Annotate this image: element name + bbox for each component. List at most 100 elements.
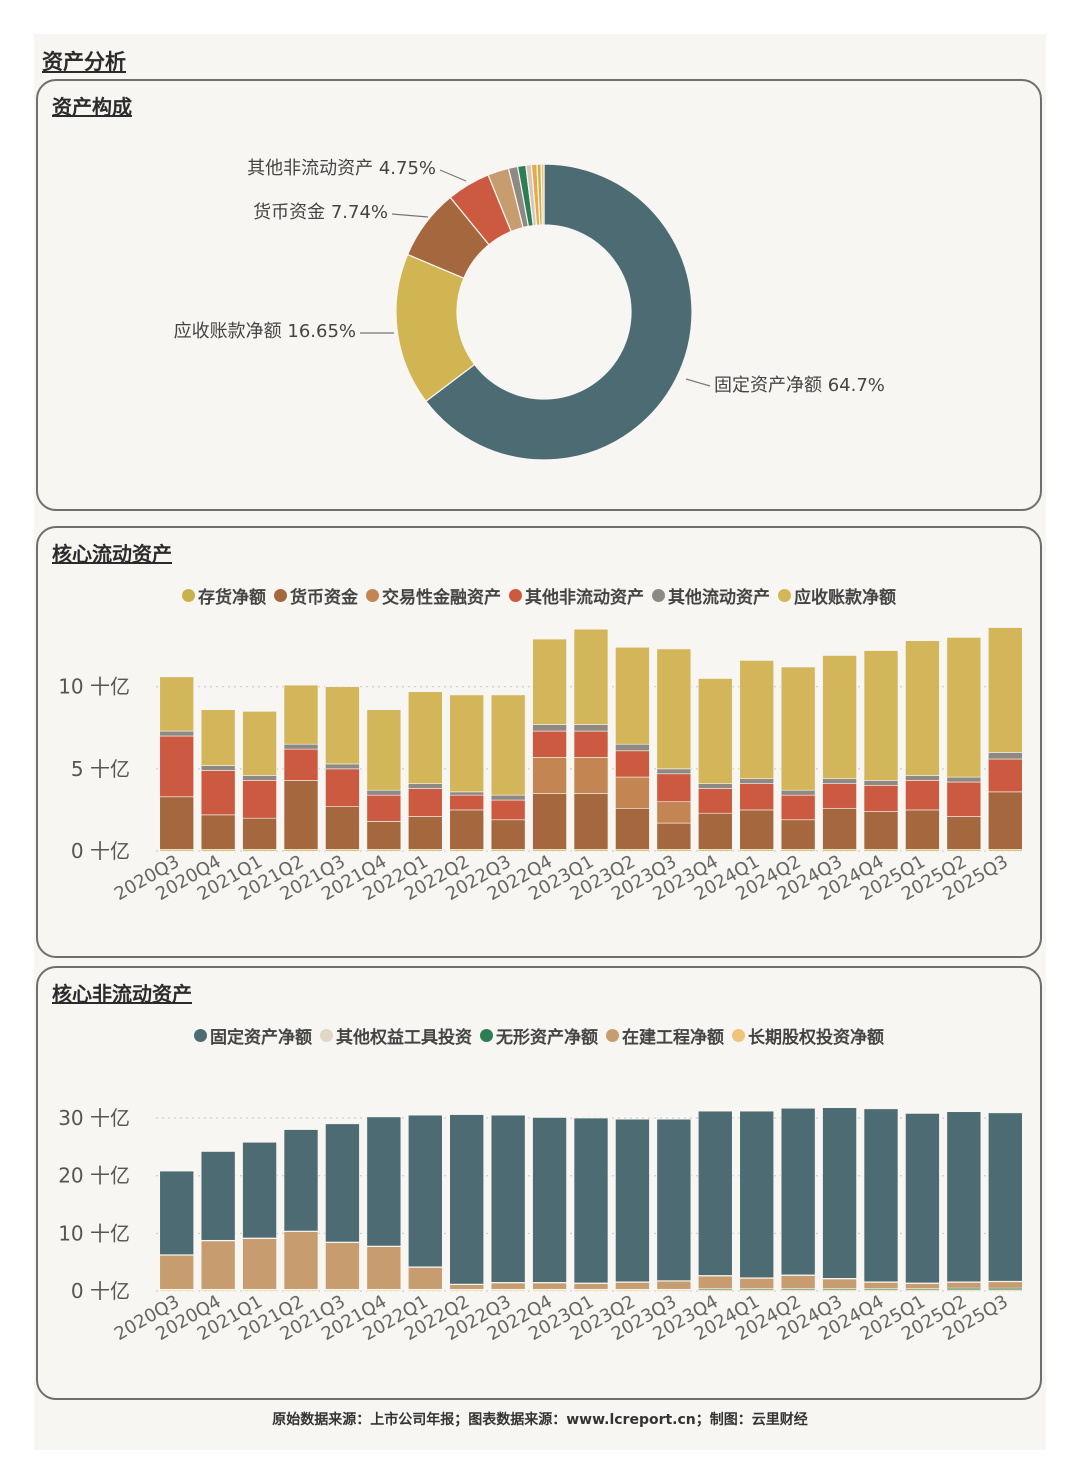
bar-segment <box>366 821 402 850</box>
bar-segment <box>656 822 692 850</box>
bar-segment <box>615 1282 650 1290</box>
legend-swatch <box>182 589 195 602</box>
donut-slice <box>425 163 693 461</box>
bar-segment <box>780 1275 816 1289</box>
bar-segment <box>822 783 857 809</box>
bar-segment <box>863 650 899 781</box>
bar-segment <box>200 765 236 771</box>
bar-segment <box>905 780 940 811</box>
bar-segment <box>532 757 567 794</box>
core-current-assets-panel: 核心流动资产 存货净额 货币资金 交易性金融资产 其他非流动资产 其他流动资产 应收账款净… <box>36 526 1042 958</box>
bar-segment <box>615 646 650 745</box>
bar-segment <box>366 794 402 822</box>
core-current-assets-legend: 存货净额 货币资金 交易性金融资产 其他非流动资产 其他流动资产 应收账款净额 <box>38 583 1040 608</box>
legend-label: 其他非流动资产 <box>525 588 644 608</box>
bar-segment <box>739 660 775 780</box>
bar-segment <box>739 809 775 850</box>
bar-segment <box>159 1254 194 1290</box>
bar-segment <box>905 775 940 781</box>
y-tick-label: 10 十亿 <box>58 1221 130 1245</box>
legend-item[interactable]: 无形资产净额 <box>480 1023 598 1048</box>
bar-segment <box>822 778 857 784</box>
bar-segment <box>159 676 194 732</box>
bar-segment <box>200 1240 236 1290</box>
y-tick-label: 20 十亿 <box>58 1164 130 1188</box>
legend-swatch <box>778 589 791 602</box>
bar-segment <box>490 694 526 796</box>
legend-item[interactable]: 其他权益工具投资 <box>320 1023 472 1048</box>
bar-segment <box>283 1129 319 1232</box>
page: 资产分析 资产构成 固定资产净额 64.7% 应收账款净额 16.65% 货币资金 … <box>34 34 1046 1450</box>
bar-segment <box>697 1110 733 1276</box>
bar-segment <box>159 796 194 850</box>
bar-segment <box>697 1275 733 1289</box>
bar-segment <box>242 817 277 850</box>
y-tick-label: 10 十亿 <box>58 675 130 699</box>
bar-segment <box>159 1170 194 1255</box>
legend-item[interactable]: 存货净额 <box>182 583 266 608</box>
legend-item[interactable]: 其他流动资产 <box>652 583 770 608</box>
bar-segment <box>615 776 650 809</box>
bar-segment <box>739 783 775 811</box>
donut-leader-line <box>685 378 711 387</box>
bar-segment <box>200 814 236 850</box>
bar-segment <box>532 724 567 732</box>
bar-segment <box>200 1151 236 1241</box>
donut-label: 货币资金 7.74% <box>253 202 388 223</box>
legend-label: 其他流动资产 <box>668 588 770 608</box>
bar-segment <box>407 788 443 817</box>
asset-composition-donut-chart: 固定资产净额 64.7% 应收账款净额 16.65% 货币资金 7.74% 其他非流动… <box>174 158 885 461</box>
bar-segment <box>325 1123 360 1243</box>
bar-segment <box>656 1118 692 1281</box>
bar-segment <box>283 748 319 781</box>
core-noncurrent-assets-title: 核心非流动资产 <box>52 982 192 1006</box>
legend-swatch <box>732 1029 745 1042</box>
bar-segment <box>987 752 1023 760</box>
bar-segment <box>490 794 526 801</box>
bar-segment <box>573 628 609 725</box>
bar-segment <box>615 1118 650 1283</box>
bar-segment <box>325 1242 360 1290</box>
bar-segment <box>905 640 940 776</box>
bar-segment <box>946 776 982 783</box>
bar-segment <box>987 1281 1023 1289</box>
bar-segment <box>283 1231 319 1290</box>
legend-item[interactable]: 固定资产净额 <box>194 1023 312 1048</box>
bar-segment <box>325 806 360 850</box>
legend-swatch <box>509 589 522 602</box>
y-tick-label: 30 十亿 <box>58 1106 130 1130</box>
legend-swatch <box>320 1029 333 1042</box>
bar-segment <box>697 783 733 789</box>
core-current-assets-title: 核心流动资产 <box>52 542 172 566</box>
legend-label: 在建工程净额 <box>622 1028 724 1048</box>
legend-label: 交易性金融资产 <box>382 588 501 608</box>
bar-segment <box>739 1278 775 1289</box>
bar-segment <box>780 794 816 821</box>
bar-segment <box>987 627 1023 753</box>
legend-label: 长期股权投资净额 <box>748 1028 884 1048</box>
legend-item[interactable]: 应收账款净额 <box>778 583 896 608</box>
legend-item[interactable]: 长期股权投资净额 <box>732 1023 884 1048</box>
bar-segment <box>573 724 609 732</box>
bar-segment <box>987 791 1023 850</box>
bar-segment <box>780 819 816 850</box>
legend-swatch <box>652 589 665 602</box>
bar-segment <box>780 789 816 796</box>
bar-segment <box>407 1114 443 1268</box>
bar-segment <box>407 691 443 784</box>
legend-item[interactable]: 在建工程净额 <box>606 1023 724 1048</box>
bar-segment <box>656 801 692 824</box>
bar-segment <box>573 730 609 758</box>
legend-item[interactable]: 其他非流动资产 <box>509 583 644 608</box>
legend-label: 应收账款净额 <box>794 588 896 608</box>
bar-segment <box>780 1107 816 1276</box>
bar-segment <box>283 743 319 750</box>
y-tick-label: 0 十亿 <box>71 839 130 863</box>
bar-segment <box>449 794 485 811</box>
bar-segment <box>946 1111 982 1283</box>
legend-item[interactable]: 交易性金融资产 <box>366 583 501 608</box>
legend-item[interactable]: 货币资金 <box>274 583 358 608</box>
bar-segment <box>573 757 609 794</box>
legend-swatch <box>366 589 379 602</box>
